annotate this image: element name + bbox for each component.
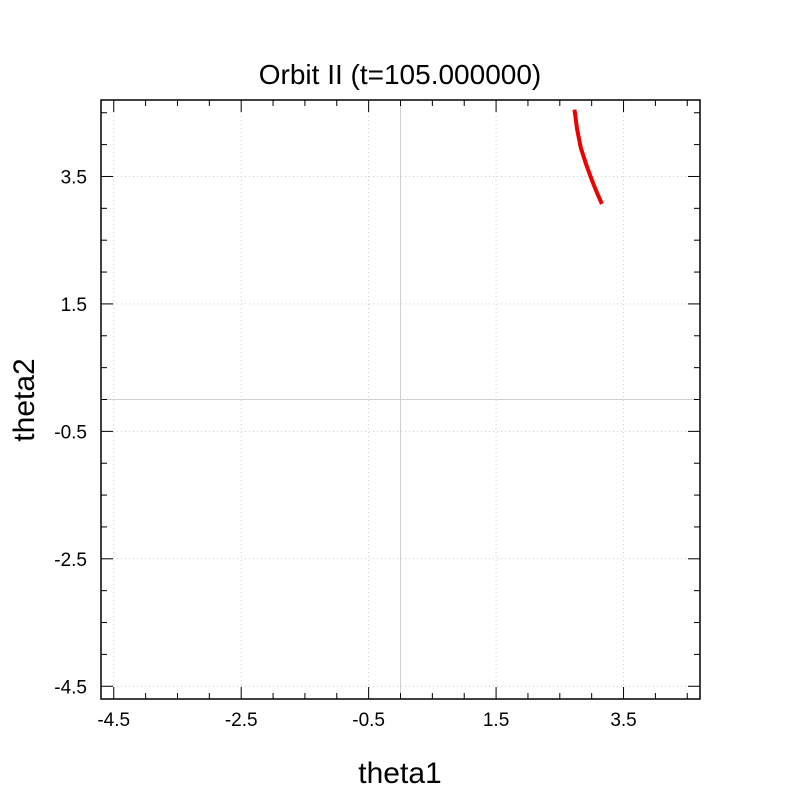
x-axis-label: theta1 [358,757,441,790]
y-tick-labels: -4.5 -2.5 -0.5 1.5 3.5 [54,167,87,698]
series-layer [572,109,604,205]
x-tick-label: 1.5 [483,710,509,731]
y-tick-label: -0.5 [54,422,87,443]
x-tick-label: -2.5 [225,710,258,731]
x-tick-label: -0.5 [352,710,385,731]
y-tick-label: 1.5 [61,295,87,316]
y-tick-label: -2.5 [54,550,87,571]
x-tick-label: 3.5 [610,710,636,731]
chart-title: Orbit II (t=105.000000) [259,59,542,90]
y-axis-label: theta2 [8,358,41,441]
grid [101,100,700,699]
x-tick-labels: -4.5 -2.5 -0.5 1.5 3.5 [97,710,636,731]
y-tick-label: 3.5 [61,167,87,188]
ticks [101,100,700,699]
y-tick-label: -4.5 [54,677,87,698]
series-line [572,109,604,205]
x-tick-label: -4.5 [97,710,130,731]
